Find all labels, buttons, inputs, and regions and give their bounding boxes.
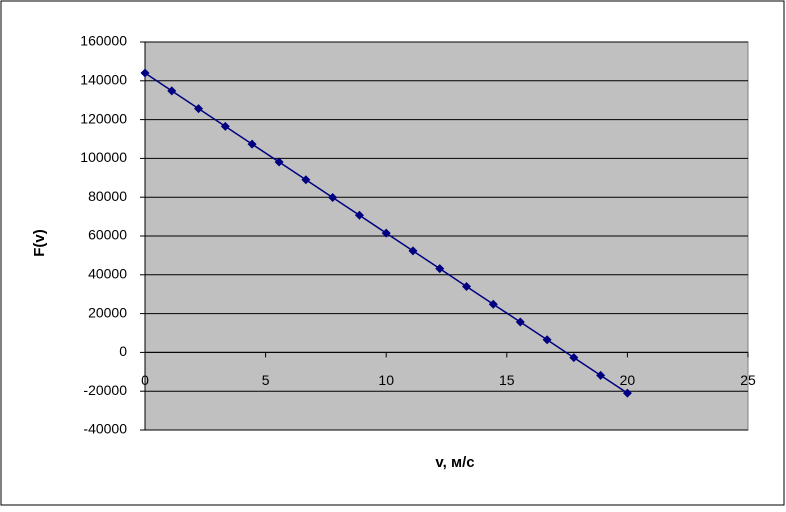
marker bbox=[167, 86, 177, 96]
marker bbox=[569, 353, 579, 363]
y-tick-label: 160000 bbox=[80, 33, 127, 49]
marker bbox=[488, 299, 498, 309]
x-tick-label: 10 bbox=[378, 372, 394, 388]
y-tick-label: 20000 bbox=[88, 304, 127, 320]
x-tick-label: 20 bbox=[620, 372, 636, 388]
y-axis-title: F(v) bbox=[31, 229, 48, 257]
marker bbox=[462, 281, 472, 291]
y-tick-label: -20000 bbox=[83, 382, 127, 398]
marker bbox=[381, 228, 391, 238]
marker bbox=[622, 388, 632, 398]
y-tick-label: -40000 bbox=[83, 421, 127, 437]
marker bbox=[596, 370, 606, 380]
marker bbox=[247, 139, 257, 149]
x-tick-label: 0 bbox=[141, 372, 149, 388]
marker bbox=[194, 104, 204, 114]
y-tick-label: 140000 bbox=[80, 72, 127, 88]
marker bbox=[301, 175, 311, 185]
x-axis-title: v, м/с bbox=[435, 454, 474, 471]
y-tick-label: 40000 bbox=[88, 266, 127, 282]
y-tick-label: 60000 bbox=[88, 227, 127, 243]
marker bbox=[408, 246, 418, 256]
x-tick-label: 5 bbox=[262, 372, 270, 388]
marker bbox=[220, 121, 230, 131]
marker bbox=[515, 317, 525, 327]
marker bbox=[354, 210, 364, 220]
y-tick-label: 100000 bbox=[80, 149, 127, 165]
marker bbox=[328, 193, 338, 203]
x-tick-label: 15 bbox=[499, 372, 515, 388]
y-tick-label: 80000 bbox=[88, 188, 127, 204]
marker bbox=[435, 264, 445, 274]
marker bbox=[140, 68, 150, 78]
y-tick-label: 0 bbox=[119, 343, 127, 359]
y-tick-label: 120000 bbox=[80, 110, 127, 126]
marker bbox=[274, 157, 284, 167]
marker bbox=[542, 335, 552, 345]
x-tick-label: 25 bbox=[740, 372, 756, 388]
